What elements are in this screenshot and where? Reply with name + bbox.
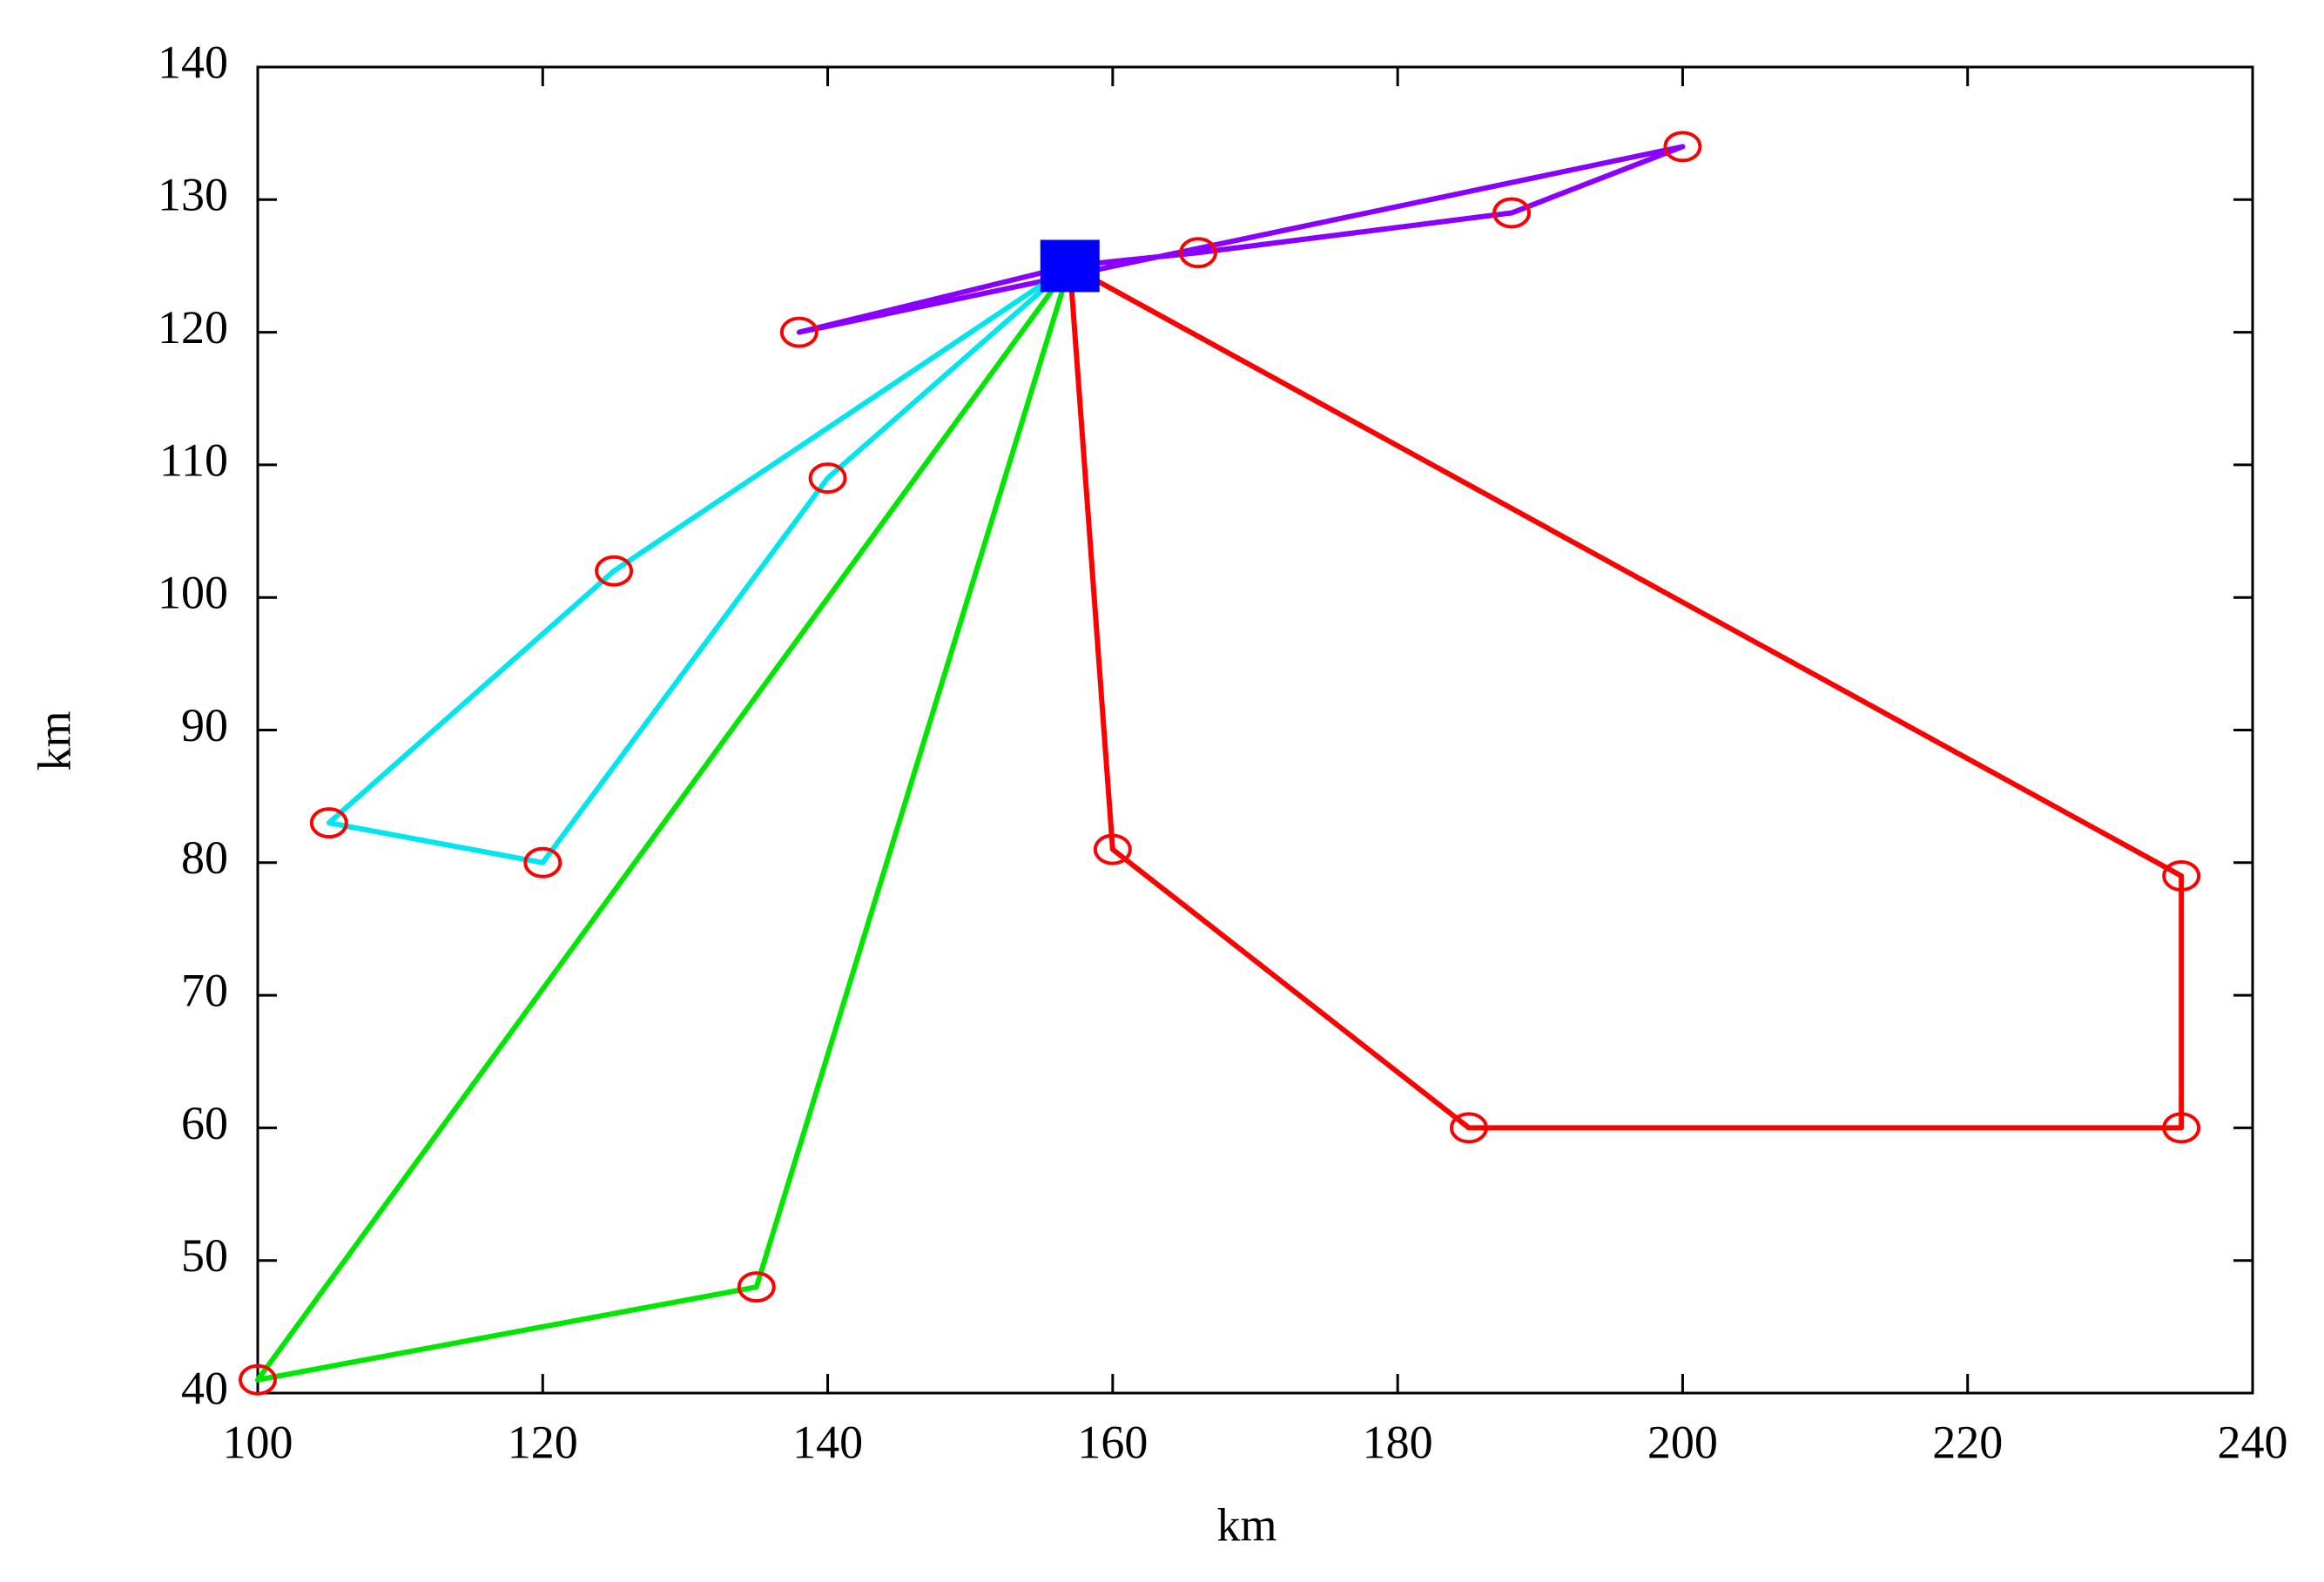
y-axis-label: km — [28, 710, 80, 771]
y-tick-label: 80 — [181, 831, 228, 884]
x-tick-label: 140 — [792, 1416, 863, 1468]
y-tick-label: 50 — [181, 1229, 228, 1282]
y-tick-label: 60 — [181, 1097, 228, 1149]
y-tick-label: 130 — [158, 169, 228, 221]
x-tick-label: 120 — [508, 1416, 578, 1468]
customer-marker — [239, 1363, 277, 1396]
route-line — [326, 263, 1072, 865]
route-line — [1067, 263, 2185, 1131]
customer-marker — [1663, 131, 1702, 163]
x-axis-label: km — [1216, 1498, 1277, 1551]
x-tick-label: 100 — [223, 1416, 293, 1468]
x-tick-label: 240 — [2218, 1416, 2288, 1468]
customer-marker — [737, 1271, 776, 1303]
y-tick-label: 100 — [158, 567, 228, 619]
x-tick-label: 220 — [1932, 1416, 2003, 1468]
y-tick-label: 110 — [159, 434, 228, 486]
y-tick-label: 140 — [158, 36, 228, 88]
customer-marker — [1093, 833, 1132, 865]
customer-marker — [595, 555, 634, 587]
customer-marker — [2162, 1112, 2201, 1144]
x-tick-label: 160 — [1077, 1416, 1148, 1468]
customer-marker — [779, 316, 818, 348]
customer-marker — [808, 462, 847, 495]
customer-marker — [1179, 237, 1218, 269]
customer-marker — [1449, 1112, 1488, 1144]
depot-marker — [1040, 239, 1100, 293]
y-tick-label: 70 — [181, 964, 228, 1016]
customer-marker — [523, 846, 562, 879]
y-tick-label: 90 — [181, 699, 228, 751]
customer-marker — [2162, 860, 2201, 892]
route-line — [796, 144, 1686, 335]
customer-marker — [309, 807, 348, 839]
plot-frame — [256, 65, 2254, 1395]
customer-marker — [1492, 197, 1532, 229]
route-line — [255, 264, 1073, 1383]
x-tick-label: 180 — [1363, 1416, 1433, 1468]
y-tick-label: 120 — [158, 301, 228, 353]
y-tick-label: 40 — [181, 1362, 228, 1414]
x-tick-label: 200 — [1647, 1416, 1718, 1468]
